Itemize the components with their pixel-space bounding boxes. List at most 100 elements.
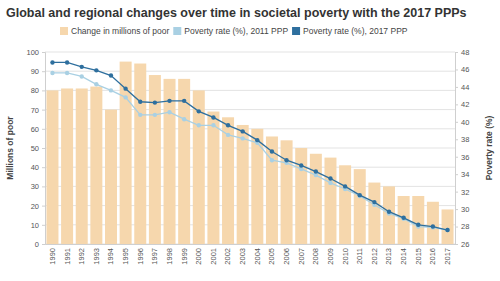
bar <box>149 75 161 244</box>
tick: 2004 <box>253 248 262 265</box>
tick: 26 <box>455 240 469 249</box>
tick: 1993 <box>92 248 101 265</box>
tick-label: 2004 <box>253 248 262 265</box>
bar <box>354 169 366 244</box>
tick-mark <box>455 104 458 105</box>
tick: 80 <box>31 86 45 95</box>
tick: 0 <box>35 240 45 249</box>
tick-label: 1995 <box>121 248 130 265</box>
tick-label: 42 <box>461 100 469 109</box>
tick-label: 2007 <box>297 248 306 265</box>
tick-label: 1998 <box>165 248 174 265</box>
grid <box>45 52 455 244</box>
tick-mark <box>455 69 458 70</box>
tick: 2008 <box>311 248 320 265</box>
tick-label: 2017 <box>443 248 452 265</box>
tick-mark <box>455 139 458 140</box>
bar <box>339 165 351 244</box>
tick: 48 <box>455 48 469 57</box>
tick-mark <box>42 244 45 245</box>
tick-label: 1997 <box>150 248 159 265</box>
marker <box>65 60 69 64</box>
tick: 2009 <box>326 248 335 265</box>
tick-label: 2008 <box>311 248 320 265</box>
tick: 42 <box>455 100 469 109</box>
tick: 30 <box>31 182 45 191</box>
tick: 2017 <box>443 248 452 265</box>
tick-label: 34 <box>461 170 469 179</box>
bar <box>442 209 454 244</box>
grid-line <box>45 90 455 91</box>
grid-line <box>45 71 455 72</box>
marker <box>167 110 171 114</box>
tick-label: 26 <box>461 240 469 249</box>
tick-label: 60 <box>31 125 39 134</box>
tick-mark <box>455 87 458 88</box>
tick: 20 <box>31 202 45 211</box>
tick-mark <box>455 157 458 158</box>
tick-label: 30 <box>461 205 469 214</box>
bar <box>134 64 146 244</box>
title: Global and regional changes over time in… <box>6 6 467 20</box>
chart: Global and regional changes over time in… <box>0 0 500 281</box>
tick-label: 80 <box>31 86 39 95</box>
tick-mark <box>455 52 458 53</box>
tick-label: 32 <box>461 188 469 197</box>
tick: 1990 <box>48 248 57 265</box>
legend-label: Poverty rate (%), 2011 PPP <box>184 26 288 36</box>
tick: 2000 <box>194 248 203 265</box>
line <box>52 62 447 230</box>
legend: Change in millions of poorPoverty rate (… <box>60 26 408 36</box>
tick-label: 40 <box>31 163 39 172</box>
tick-label: 30 <box>31 182 39 191</box>
marker <box>94 68 98 72</box>
tick: 2010 <box>341 248 350 265</box>
tick: 1998 <box>165 248 174 265</box>
marker <box>138 100 142 104</box>
y-axis: 0102030405060708090100 <box>26 48 45 249</box>
legend-label: Poverty rate (%), 2017 PPP <box>303 26 408 36</box>
bar <box>90 87 102 244</box>
marker <box>211 123 215 127</box>
tick-mark <box>42 129 45 130</box>
bar <box>427 202 439 244</box>
marker <box>197 123 201 127</box>
tick-label: 90 <box>31 67 39 76</box>
bar <box>368 183 380 244</box>
marker <box>50 71 54 75</box>
tick-mark <box>42 206 45 207</box>
tick: 2006 <box>282 248 291 265</box>
tick-label: 46 <box>461 65 469 74</box>
marker <box>299 163 303 167</box>
tick-mark <box>455 122 458 123</box>
tick: 34 <box>455 170 469 179</box>
marker <box>445 228 449 232</box>
tick-label: 48 <box>461 48 469 57</box>
bar <box>61 88 73 244</box>
marker <box>445 228 449 232</box>
marker <box>401 216 405 220</box>
tick: 38 <box>455 135 469 144</box>
marker <box>138 113 142 117</box>
axis-line <box>42 53 46 245</box>
tick-label: 1994 <box>106 248 115 265</box>
tick: 2005 <box>267 248 276 265</box>
tick-label: 38 <box>461 135 469 144</box>
tick-label: 2001 <box>209 248 218 265</box>
marker <box>314 169 318 173</box>
tick-label: 2005 <box>267 248 276 265</box>
marker <box>431 225 435 229</box>
marker <box>255 138 259 142</box>
tick-label: 2010 <box>341 248 350 265</box>
tick-label: 1993 <box>92 248 101 265</box>
marker <box>94 82 98 86</box>
marker <box>270 158 274 162</box>
tick-mark <box>455 192 458 193</box>
marker <box>270 149 274 153</box>
marker <box>328 176 332 180</box>
tick: 2002 <box>223 248 232 265</box>
axis-line <box>46 244 456 245</box>
marker <box>182 117 186 121</box>
tick-label: 50 <box>31 144 39 153</box>
marker <box>240 129 244 133</box>
